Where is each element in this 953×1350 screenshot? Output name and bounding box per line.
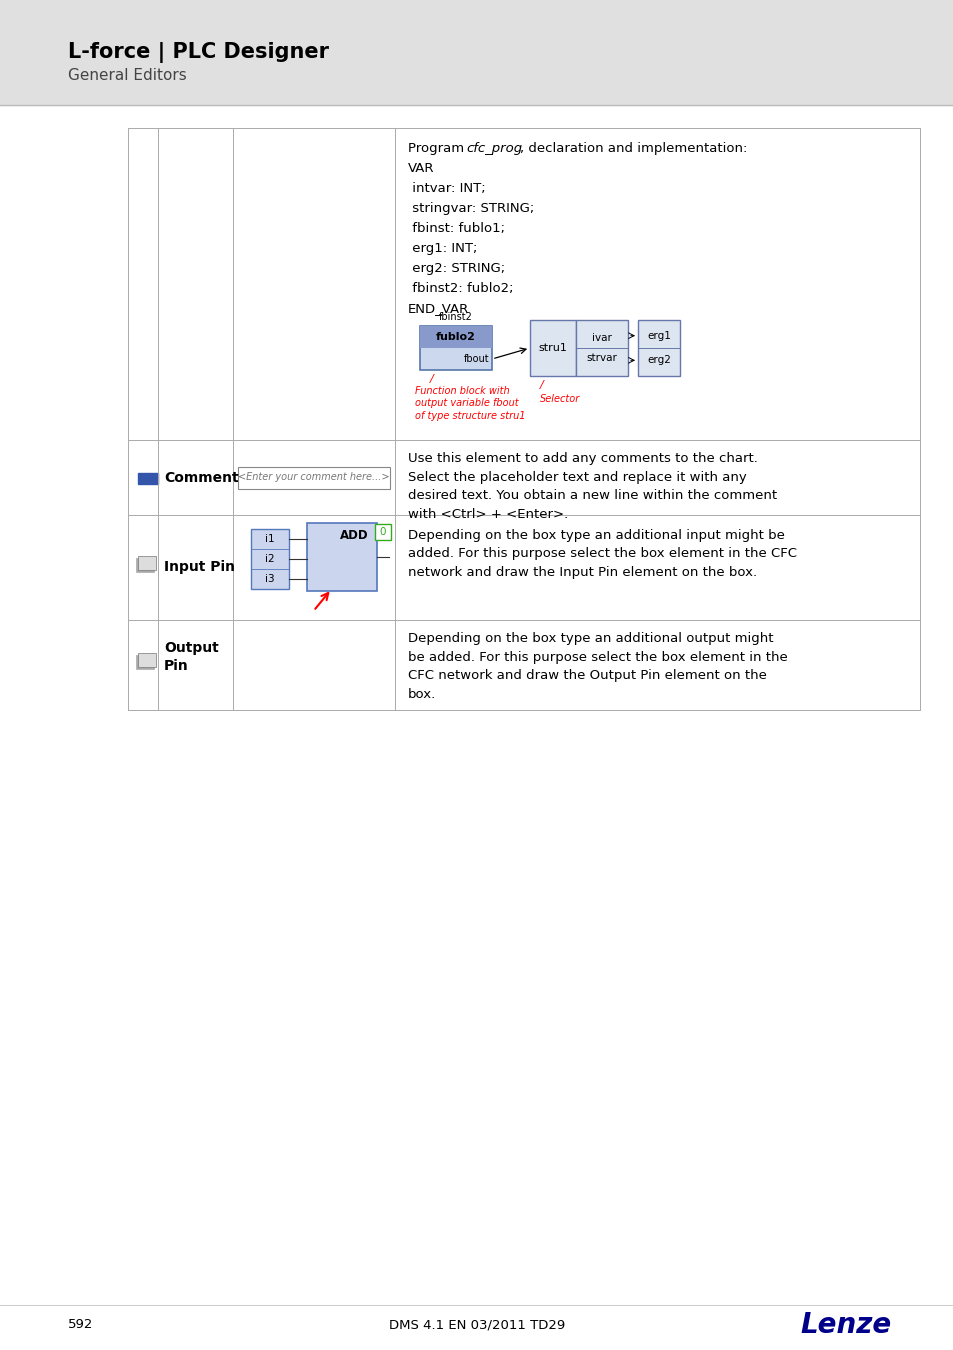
Text: intvar: INT;: intvar: INT;: [408, 182, 485, 194]
Text: fublo2: fublo2: [436, 332, 476, 342]
Text: Input Pin: Input Pin: [164, 560, 234, 575]
Text: ADD: ADD: [340, 529, 369, 541]
Text: erg1: INT;: erg1: INT;: [408, 242, 476, 255]
Text: erg1: erg1: [646, 331, 670, 340]
Text: strvar: strvar: [586, 352, 617, 363]
Text: Program: Program: [408, 142, 468, 155]
Text: Lenze: Lenze: [800, 1311, 891, 1339]
Text: erg2: STRING;: erg2: STRING;: [408, 262, 504, 275]
Text: stringvar: STRING;: stringvar: STRING;: [408, 202, 534, 215]
Text: END_VAR: END_VAR: [408, 302, 469, 315]
Bar: [375, 524, 391, 540]
Text: /: /: [430, 374, 434, 383]
Text: fbout: fbout: [463, 354, 489, 364]
Text: VAR: VAR: [408, 162, 434, 176]
Bar: [638, 320, 679, 377]
Bar: [530, 320, 576, 377]
Text: Depending on the box type an additional output might
be added. For this purpose : Depending on the box type an additional …: [408, 632, 787, 701]
Bar: [138, 472, 158, 483]
Text: 592: 592: [68, 1319, 93, 1331]
Text: , declaration and implementation:: , declaration and implementation:: [519, 142, 746, 155]
Text: General Editors: General Editors: [68, 68, 187, 82]
Text: Use this element to add any comments to the chart.
Select the placeholder text a: Use this element to add any comments to …: [408, 452, 777, 521]
Text: Output
Pin: Output Pin: [164, 641, 218, 672]
Text: L-force | PLC Designer: L-force | PLC Designer: [68, 42, 329, 63]
Bar: [576, 320, 627, 377]
Bar: [136, 558, 153, 571]
Bar: [419, 325, 492, 348]
Bar: [251, 529, 289, 589]
Text: 0: 0: [379, 526, 386, 537]
Text: i2: i2: [265, 554, 274, 564]
Text: i1: i1: [265, 535, 274, 544]
Bar: [419, 325, 492, 370]
Text: Function block with
output variable fbout
of type structure stru1: Function block with output variable fbou…: [415, 386, 525, 421]
Text: fbinst: fublo1;: fbinst: fublo1;: [408, 221, 504, 235]
Text: <Enter your comment here...>: <Enter your comment here...>: [238, 472, 390, 482]
Bar: [307, 522, 376, 591]
Text: Selector: Selector: [539, 394, 579, 404]
Text: fbinst2: fublo2;: fbinst2: fublo2;: [408, 282, 513, 296]
Text: i3: i3: [265, 574, 274, 585]
Bar: [0, 0, 953, 105]
Text: DMS 4.1 EN 03/2011 TD29: DMS 4.1 EN 03/2011 TD29: [389, 1319, 564, 1331]
Bar: [136, 655, 153, 670]
Text: fbinst2: fbinst2: [438, 312, 473, 323]
Bar: [138, 555, 156, 570]
Text: erg2: erg2: [646, 355, 670, 366]
Bar: [138, 653, 156, 667]
Text: Depending on the box type an additional input might be
added. For this purpose s: Depending on the box type an additional …: [408, 529, 796, 579]
Text: ivar: ivar: [592, 333, 611, 343]
Text: cfc_prog: cfc_prog: [465, 142, 521, 155]
Text: Comment: Comment: [164, 471, 238, 485]
Text: /: /: [539, 379, 543, 390]
Bar: [237, 467, 390, 489]
Text: stru1: stru1: [538, 343, 567, 352]
